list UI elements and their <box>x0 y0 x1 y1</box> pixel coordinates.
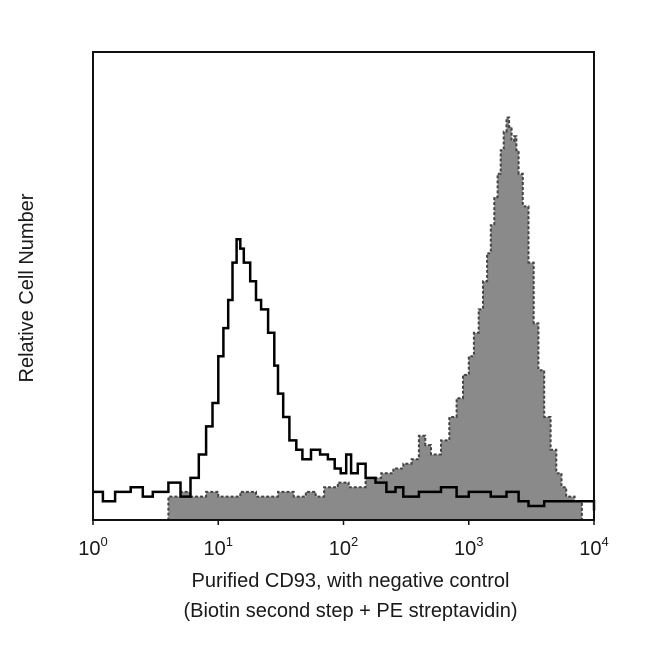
x-tick-label: 104 <box>579 534 608 560</box>
x-tick-label-exponent: 1 <box>226 534 233 549</box>
x-tick-label-base: 10 <box>454 538 476 560</box>
filled-histogram-series <box>152 116 583 521</box>
x-axis: 100 101 102 103 104 <box>78 520 609 560</box>
x-axis-label-line2: (Biotin second step + PE streptavidin) <box>183 600 517 622</box>
y-axis-label: Relative Cell Number <box>16 193 38 382</box>
x-tick-label-base: 10 <box>78 538 100 560</box>
x-tick-label-base: 10 <box>579 538 601 560</box>
x-tick-label-base: 10 <box>329 538 351 560</box>
outline-histogram-series <box>93 237 596 511</box>
x-tick-label-exponent: 4 <box>602 534 609 549</box>
x-tick-label: 103 <box>454 534 483 560</box>
x-tick-label: 100 <box>78 534 107 560</box>
x-tick-label-exponent: 0 <box>101 534 108 549</box>
x-tick-label: 102 <box>329 534 358 560</box>
x-tick-label-exponent: 3 <box>476 534 483 549</box>
x-axis-label: Purified CD93, with negative control <box>192 570 510 592</box>
x-tick-label-base: 10 <box>204 538 226 560</box>
plot-layer <box>93 116 596 521</box>
x-tick-label-exponent: 2 <box>351 534 358 549</box>
x-tick-label: 101 <box>204 534 233 560</box>
